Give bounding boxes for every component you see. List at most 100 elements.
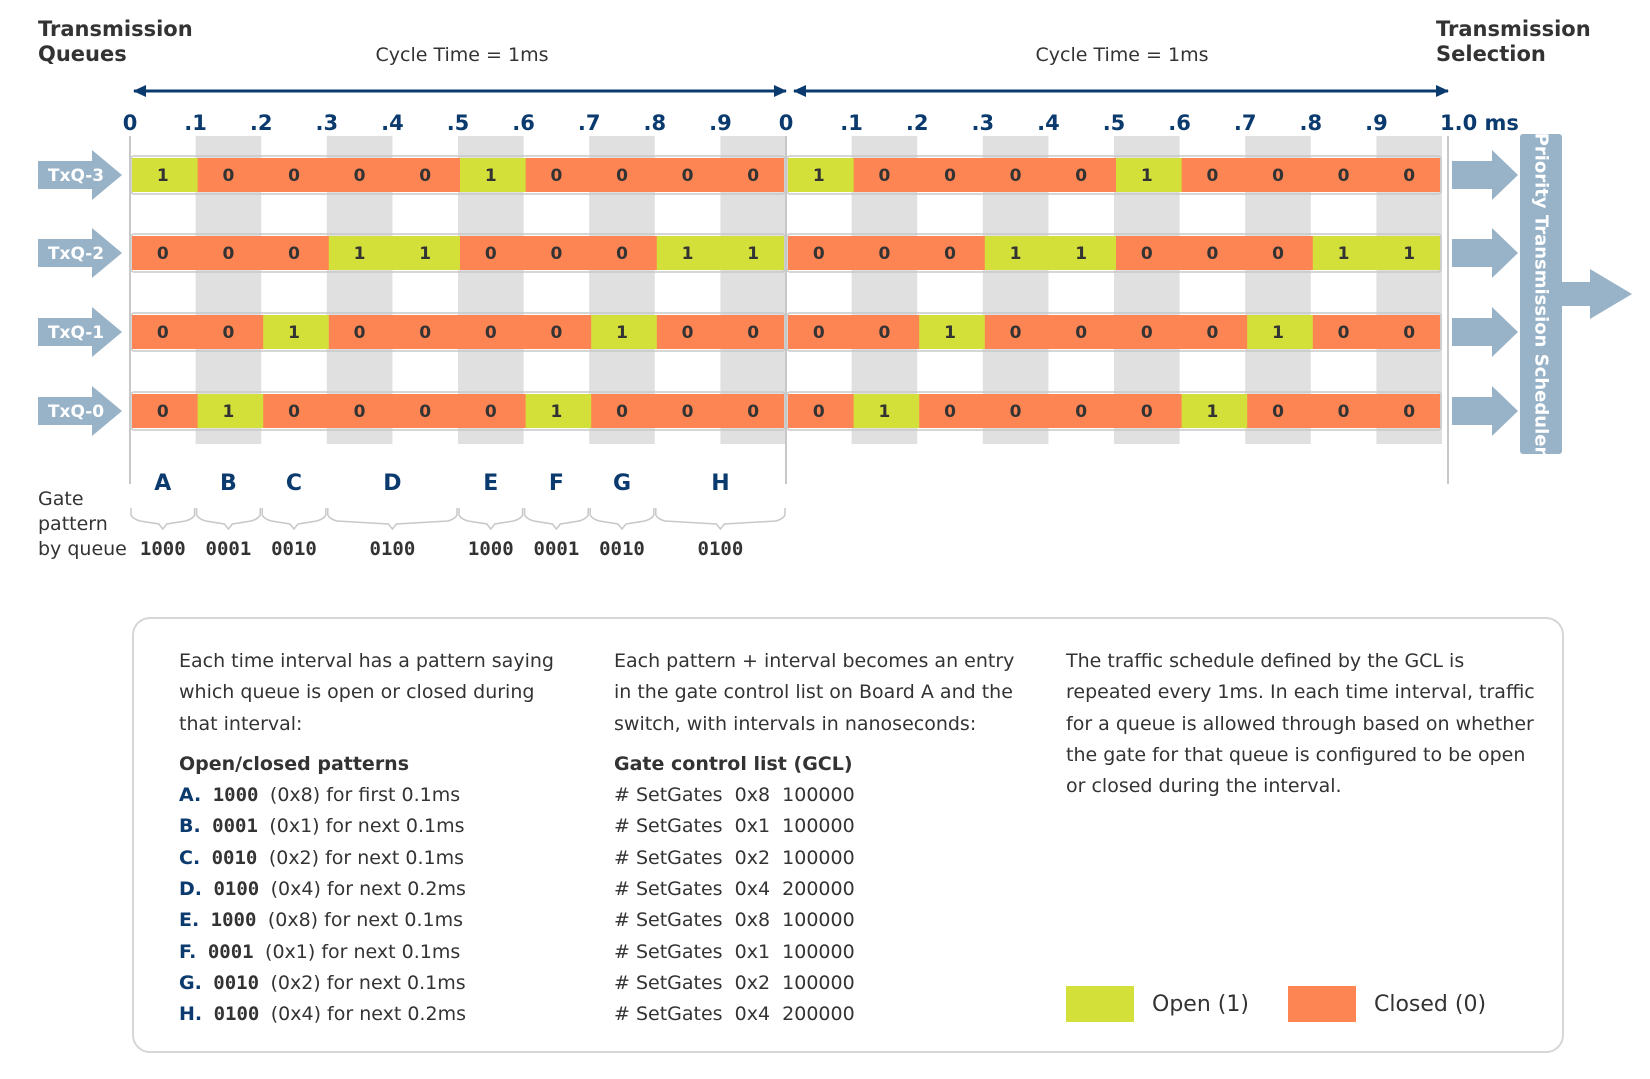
- gate-closed-cell: [1181, 158, 1248, 192]
- gate-bar-cycle-2: 1 0 0 0 0 1 0 0 0 0: [786, 155, 1442, 195]
- gate-state-value: 0: [944, 244, 956, 264]
- queue-label: TxQ-1: [48, 323, 104, 343]
- gate-state-value: 0: [354, 323, 366, 343]
- gcl-column: Each pattern + interval becomes an entry…: [614, 646, 1034, 1031]
- gate-closed-cell: [263, 394, 330, 428]
- gate-state-value: 0: [222, 166, 234, 186]
- queue-row-txq-3: TxQ-3 1 0 0 0 0 1 0 0 0 0 1 0 0 0 0 1 0 0 0 0: [38, 150, 1518, 200]
- gate-state-value: 0: [485, 402, 497, 422]
- gate-closed-cell: [1116, 315, 1183, 349]
- gate-state-value: 0: [1272, 402, 1284, 422]
- gate-state-value: 0: [550, 244, 562, 264]
- interval-pattern-code: 0010: [599, 538, 645, 560]
- interval-letter: E: [483, 471, 498, 496]
- gate-bar-cycle-1: 1 0 0 0 0 1 0 0 0 0: [130, 155, 786, 195]
- pattern-item-code: 0010: [200, 846, 269, 869]
- gate-state-value: 1: [616, 323, 628, 343]
- gate-state-value: 0: [813, 323, 825, 343]
- interval-pattern-code: 1000: [468, 538, 514, 560]
- gate-state-value: 1: [682, 244, 694, 264]
- legend-open-swatch: [1066, 986, 1134, 1022]
- scheduler-label: Priority Transmission Scheduler: [1531, 133, 1552, 456]
- interval-letter: B: [220, 471, 237, 496]
- interval-brace: [195, 508, 261, 531]
- gate-closed-cell: [1312, 315, 1379, 349]
- gate-state-value: 1: [419, 244, 431, 264]
- gate-open-cell: [1050, 236, 1117, 270]
- gate-closed-cell: [1181, 236, 1248, 270]
- scheduler-box: [1520, 134, 1562, 454]
- gate-closed-cell: [263, 236, 330, 270]
- tick-label: .2: [250, 111, 273, 135]
- gate-state-value: 1: [1206, 402, 1218, 422]
- gate-closed-cell: [1050, 394, 1117, 428]
- queue-output-arrow-icon: [1452, 307, 1518, 357]
- legend-closed: Closed (0): [1288, 986, 1486, 1022]
- pattern-item: B. 0001 (0x1) for next 0.1ms: [179, 811, 579, 842]
- interval-pattern-code: 0010: [271, 538, 317, 560]
- gate-state-value: 0: [682, 402, 694, 422]
- gate-closed-cell: [525, 236, 592, 270]
- gate-state-value: 0: [354, 166, 366, 186]
- pattern-item-letter: C.: [179, 846, 201, 869]
- cycle-time-label-1: Cycle Time = 1ms: [376, 44, 549, 66]
- time-axis-ticks: 0 .1 .2 .3 .4 .5 .6 .7 .8 .9 0 .1 .2 .3 .4 .5 .6 .7 .8 .9 1.…: [123, 111, 1519, 135]
- gcl-entry: # SetGates 0x1 100000: [614, 815, 855, 838]
- gate-state-value: 0: [878, 166, 890, 186]
- pattern-item-code: 0010: [201, 971, 271, 994]
- tick-label: 0: [779, 111, 794, 135]
- gate-state-value: 0: [1010, 166, 1022, 186]
- gate-state-value: 1: [747, 244, 759, 264]
- gate-closed-cell: [1116, 236, 1183, 270]
- pattern-item-text: (0x2) for next 0.1ms: [270, 971, 466, 994]
- gcl-entry: # SetGates 0x1 100000: [614, 940, 855, 963]
- gate-bar-outline: [786, 233, 1442, 273]
- tick-label: .7: [1234, 111, 1257, 135]
- gate-state-value: 0: [1010, 323, 1022, 343]
- explanation-panel: Each time interval has a pattern saying …: [132, 617, 1564, 1053]
- gate-closed-cell: [132, 236, 199, 270]
- queue-output-arrow-icon: [1452, 150, 1518, 200]
- gate-state-value: 0: [616, 166, 628, 186]
- gate-state-value: 1: [1075, 244, 1087, 264]
- timeline-guides: [129, 136, 1449, 484]
- gcl-entry: # SetGates 0x8 100000: [614, 784, 855, 807]
- interval-letter: C: [286, 471, 302, 496]
- pattern-item-code: 0001: [196, 940, 266, 963]
- gate-bar-outline: [130, 312, 786, 352]
- gate-state-value: 0: [944, 166, 956, 186]
- gate-bar-cycle-1: 0 0 0 1 1 0 0 0 1 1: [130, 233, 786, 273]
- pattern-item: C. 0010 (0x2) for next 0.1ms: [179, 843, 579, 874]
- queue-row-txq-1: TxQ-1 0 0 1 0 0 0 0 1 0 0 0 0 1 0 0 0 0 1 0 0: [38, 307, 1518, 357]
- gate-open-cell: [853, 394, 920, 428]
- gate-bar-cycle-1: 0 0 1 0 0 0 0 1 0 0: [130, 312, 786, 352]
- gate-closed-cell: [591, 236, 658, 270]
- gcl-list: # SetGates 0x8 100000 # SetGates 0x1 1000…: [614, 780, 1034, 1030]
- gate-closed-cell: [984, 315, 1051, 349]
- gate-closed-cell: [1378, 394, 1440, 428]
- gate-timing-diagram: Transmission Queues Transmission Selecti…: [38, 17, 1632, 560]
- gate-state-value: 0: [157, 244, 169, 264]
- queue-output-arrow-icon: [1452, 386, 1518, 436]
- gate-state-value: 0: [419, 166, 431, 186]
- queue-row-txq-0: TxQ-0 0 1 0 0 0 0 1 0 0 0 0 1 0 0 0 0 1 0 0 0: [38, 386, 1518, 436]
- interval-c: C 0010: [261, 471, 327, 560]
- tick-label: .6: [512, 111, 535, 135]
- gate-pattern-by-queue: Gate pattern by queue A 1000 B 0001 C 0010 D 01…: [38, 471, 786, 560]
- gate-state-value: 0: [288, 244, 300, 264]
- interval-g: G 0010: [589, 471, 655, 560]
- gate-state-value: 0: [878, 244, 890, 264]
- pattern-item-letter: E.: [179, 909, 200, 932]
- gate-state-value: 1: [354, 244, 366, 264]
- gcl-entry: # SetGates 0x2 100000: [614, 971, 855, 994]
- interval-d: D 0100: [327, 471, 458, 560]
- interval-letter: F: [549, 471, 564, 496]
- interval-brace: [589, 508, 655, 531]
- gate-state-value: 1: [550, 402, 562, 422]
- gate-closed-cell: [394, 315, 461, 349]
- gate-closed-cell: [1247, 158, 1314, 192]
- tick-label: .3: [972, 111, 995, 135]
- interval-letter: A: [154, 471, 171, 496]
- gate-closed-cell: [1247, 236, 1314, 270]
- pattern-item-letter: G.: [179, 971, 202, 994]
